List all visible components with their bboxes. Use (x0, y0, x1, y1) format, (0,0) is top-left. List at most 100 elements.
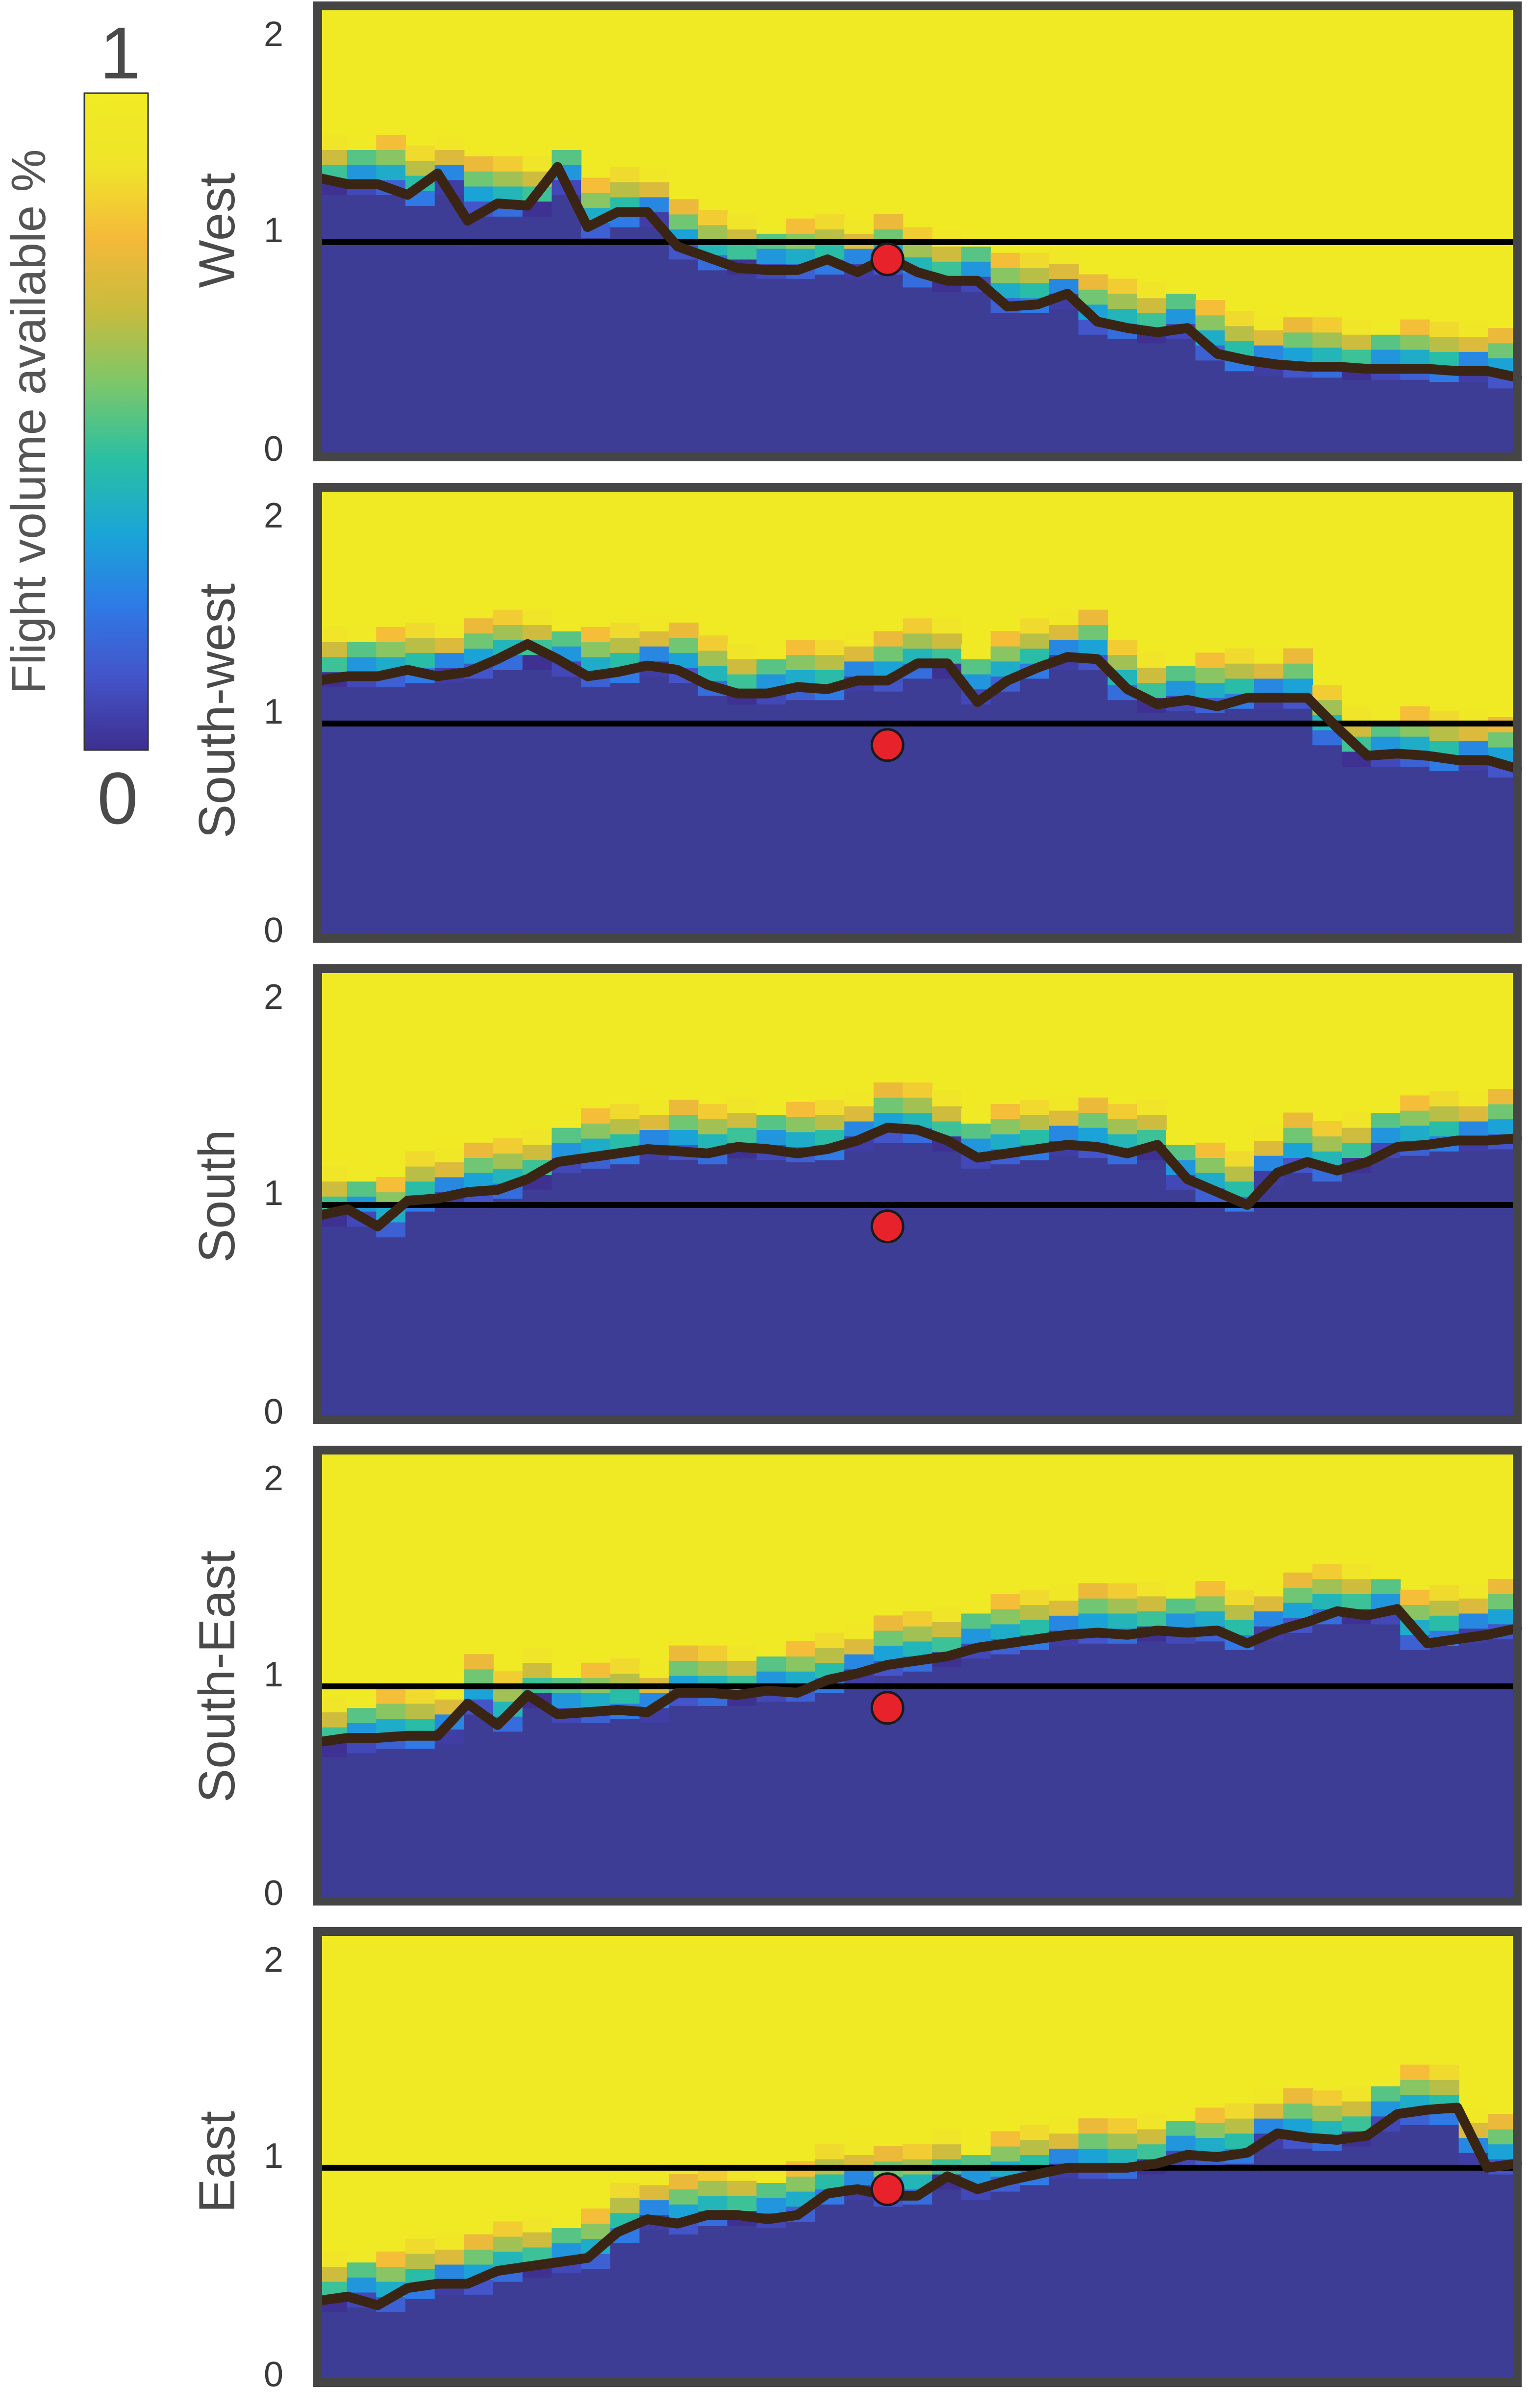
heatmap-cell (932, 246, 962, 262)
heatmap-cell (1020, 1605, 1050, 1620)
heatmap-cell (522, 670, 552, 938)
heatmap-cell (785, 2176, 816, 2192)
panel-label-south-east: South-East (189, 1551, 246, 1803)
heatmap-cell (1137, 1100, 1167, 1115)
panel-frame (313, 964, 1522, 1424)
heatmap-cell (464, 633, 494, 649)
panel-label-east: East (189, 2111, 246, 2213)
heatmap-cell (318, 1697, 348, 1712)
heatmap-cell (669, 259, 699, 457)
heatmap-cell (1166, 1583, 1196, 1599)
heatmap-cell (318, 1757, 348, 1901)
heatmap-cell (844, 661, 874, 677)
heatmap-cell (844, 1151, 874, 1420)
heatmap-cell (376, 2251, 406, 2267)
heatmap-cell (1283, 1173, 1313, 1420)
heatmap-cell (1400, 766, 1430, 938)
panel-south: South 2 1 0 (189, 964, 1522, 1431)
heatmap-cell (727, 1112, 757, 1128)
heatmap-cell (1254, 678, 1284, 694)
heatmap-cell (376, 1718, 406, 1734)
heatmap-cell (552, 676, 582, 938)
heatmap-cell (1254, 375, 1284, 457)
heatmap-cell (1341, 1112, 1372, 1128)
heatmap-cell (1488, 328, 1518, 344)
heatmap-cell (639, 2170, 670, 2185)
heatmap-cell (1341, 2086, 1372, 2102)
heatmap-cell (552, 2273, 582, 2383)
heatmap-cell (434, 637, 465, 653)
heatmap-cell (1458, 322, 1489, 337)
heatmap-cell (1429, 1600, 1459, 1616)
heatmap-cell (1458, 1121, 1489, 1137)
heatmap-cell (815, 654, 845, 670)
heatmap-cell (405, 1181, 435, 1197)
heatmap-cell (698, 650, 728, 666)
heatmap-cell (493, 2236, 523, 2252)
heatmap-cell (1341, 1624, 1372, 1901)
heatmap-cell (669, 2234, 699, 2383)
heatmap-cell (1312, 745, 1342, 938)
heatmap-cell (1195, 1157, 1226, 1173)
heatmap-cell (1488, 1104, 1518, 1120)
heatmap-cell (522, 156, 552, 172)
heatmap-cell (1341, 319, 1372, 335)
heatmap-cell (1020, 1650, 1050, 1901)
heatmap-cell (756, 218, 786, 234)
heatmap-cell (1488, 2114, 1518, 2130)
heatmap-cell (785, 1102, 816, 1117)
heatmap-cell (639, 1114, 670, 1130)
ytick-label: 1 (264, 1655, 283, 1694)
heatmap-cell (1429, 1585, 1459, 1601)
heatmap-cell (522, 609, 552, 625)
heatmap-cell (376, 1177, 406, 1193)
heatmap-cell (1107, 2118, 1138, 2134)
ytick-label: 2 (264, 1459, 283, 1498)
heatmap-cell (376, 134, 406, 150)
heatmap-cell (961, 1613, 991, 1629)
heatmap-cell (756, 278, 786, 457)
heatmap-cell (1371, 1157, 1401, 1420)
panel-label-south-west: South-west (189, 583, 246, 838)
heatmap-cell (1254, 648, 1284, 664)
heatmap-cell (405, 2299, 435, 2383)
heatmap-cell (552, 1112, 582, 1128)
ytick-label: 0 (264, 1392, 283, 1431)
heatmap-cell (639, 1662, 670, 1678)
heatmap-cell (1371, 1112, 1401, 1128)
heatmap-cell (1283, 663, 1313, 679)
heatmap-cell (698, 2195, 728, 2211)
heatmap-cell (903, 1097, 933, 1113)
heatmap-cell (1371, 349, 1401, 365)
heatmap-cell (1166, 2105, 1196, 2121)
heatmap-cell (318, 150, 348, 165)
heatmap-cell (873, 646, 903, 662)
heatmap-cell (1107, 1104, 1138, 1120)
heatmap-cell (815, 1693, 845, 1901)
heatmap-cell (581, 1662, 611, 1678)
heatmap-cell (1020, 283, 1050, 299)
heatmap-cell (961, 704, 991, 938)
heatmap-cell (1195, 2107, 1226, 2123)
heatmap-cell (844, 631, 874, 647)
heatmap-cell (522, 1707, 552, 1901)
heatmap-cell (1371, 2086, 1401, 2102)
heatmap-cell (1488, 1149, 1518, 1420)
heatmap-cell (1078, 1643, 1108, 1901)
heatmap-cell (1137, 283, 1167, 299)
colorbar-min-label: 0 (97, 757, 138, 839)
heatmap-cell (1049, 640, 1079, 655)
heatmap-cell (1195, 2122, 1226, 2138)
heatmap-cell (1429, 726, 1459, 741)
colorbar-max-label: 1 (100, 12, 140, 94)
heatmap-cell (932, 1151, 962, 1420)
heatmap-cell (1371, 1579, 1401, 1595)
heatmap-cell (756, 1641, 786, 1657)
heatmap-cell (873, 1082, 903, 1098)
heatmap-cell (1166, 650, 1196, 666)
heatmap-cell (1458, 381, 1489, 457)
heatmap-cell (1107, 1119, 1138, 1134)
heatmap-cell (1049, 2148, 1079, 2164)
ytick-label: 0 (264, 911, 283, 950)
heatmap-cell (1020, 2139, 1050, 2156)
